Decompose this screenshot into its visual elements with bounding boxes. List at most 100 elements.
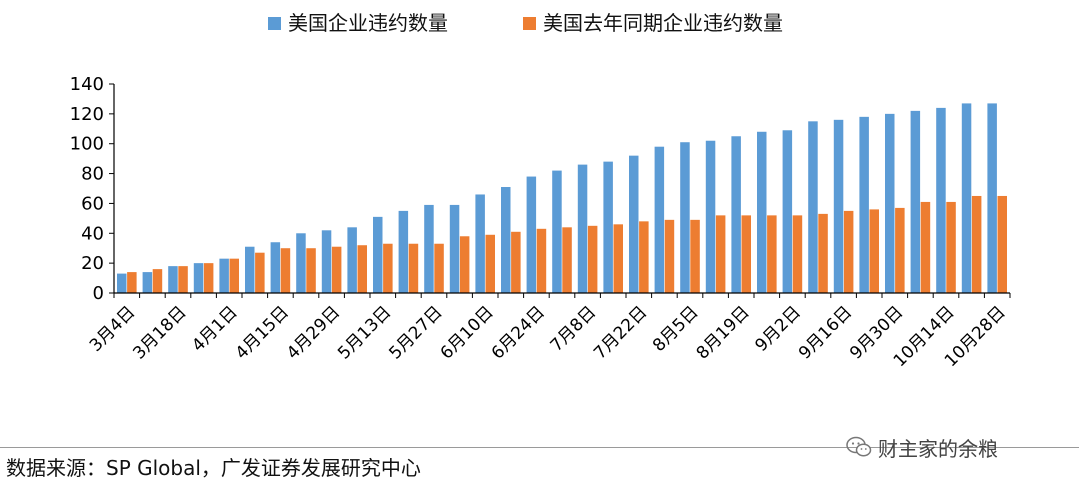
bar-last-year-29 (843, 210, 854, 293)
bar-current-26 (757, 131, 767, 293)
bar-current-17 (526, 176, 537, 293)
bar-last-year-14 (459, 236, 470, 293)
wechat-icon (846, 436, 872, 457)
bar-current-8 (296, 233, 306, 293)
x-tick-label: 6月24日 (488, 302, 549, 363)
bar-current-25 (731, 136, 741, 293)
bar-current-14 (449, 204, 460, 293)
bar-last-year-25 (741, 215, 751, 293)
legend-label-2: 美国去年同期企业违约数量 (543, 11, 783, 35)
watermark-text: 财主家的余粮 (878, 436, 998, 461)
bar-current-29 (833, 119, 844, 293)
y-tick-label: 100 (70, 134, 104, 155)
bar-current-33 (936, 107, 946, 293)
bar-current-2 (142, 272, 153, 293)
bar-current-21 (629, 155, 639, 293)
bar-current-20 (603, 161, 613, 293)
x-axis: 3月4日3月18日4月1日4月15日4月29日5月13日5月27日6月10日6月… (86, 292, 1011, 371)
bar-last-year-32 (920, 201, 931, 293)
legend-swatch-2 (523, 17, 536, 30)
x-tick-label: 3月18日 (129, 302, 190, 363)
bar-last-year-9 (331, 246, 342, 293)
bar-last-year-8 (306, 248, 316, 293)
x-tick-label: 5月27日 (385, 302, 446, 363)
x-tick-label: 5月13日 (334, 302, 395, 363)
bar-last-year-21 (639, 221, 649, 293)
bar-current-31 (885, 113, 895, 293)
bar-current-32 (910, 110, 921, 293)
bar-current-10 (347, 227, 357, 293)
bar-last-year-26 (767, 215, 777, 293)
bar-last-year-18 (562, 227, 572, 293)
bar-last-year-12 (408, 243, 419, 293)
bar-chart: 美国企业违约数量 美国去年同期企业违约数量 020406080100120140 … (70, 11, 1011, 371)
bar-last-year-34 (971, 195, 982, 293)
bar-last-year-28 (818, 213, 828, 293)
bar-current-19 (577, 164, 588, 293)
bar-last-year-10 (357, 245, 367, 293)
bar-last-year-5 (229, 258, 239, 293)
bar-last-year-13 (434, 243, 444, 293)
bar-current-27 (782, 130, 793, 293)
bar-last-year-2 (152, 269, 163, 293)
footer-divider (0, 447, 1079, 448)
bar-last-year-19 (587, 225, 598, 293)
bar-current-13 (424, 204, 434, 293)
y-tick-label: 40 (81, 223, 104, 244)
bar-current-9 (321, 230, 332, 293)
bar-current-15 (475, 194, 485, 293)
bar-current-30 (859, 116, 869, 293)
x-tick-label: 4月15日 (232, 302, 293, 363)
bar-current-5 (219, 258, 229, 293)
bar-last-year-20 (613, 224, 623, 293)
bar-current-24 (705, 140, 716, 293)
bar-current-6 (245, 246, 255, 293)
source-note: 数据来源：SP Global，广发证券发展研究中心 (6, 456, 421, 480)
bar-current-35 (987, 103, 997, 294)
watermark: 财主家的余粮 (846, 433, 998, 461)
bar-last-year-24 (715, 215, 726, 293)
bar-last-year-22 (664, 219, 675, 293)
bars (117, 103, 1007, 294)
bar-current-18 (552, 170, 562, 293)
legend: 美国企业违约数量 美国去年同期企业违约数量 (268, 11, 783, 35)
y-axis: 0 20 40 60 80 100 120 140 (70, 74, 115, 304)
bar-last-year-35 (997, 195, 1007, 293)
bar-last-year-16 (511, 231, 521, 293)
y-tick-label: 120 (70, 104, 104, 125)
y-tick-label: 20 (81, 253, 104, 274)
bar-current-22 (654, 146, 665, 293)
x-tick-label: 4月29日 (283, 302, 344, 363)
bar-last-year-33 (946, 201, 956, 293)
bar-last-year-27 (792, 215, 803, 293)
bar-last-year-6 (255, 252, 265, 293)
bar-last-year-7 (280, 248, 291, 293)
x-tick-label: 7月22日 (590, 302, 651, 363)
bar-current-12 (398, 210, 409, 293)
bar-current-1 (117, 273, 127, 293)
bar-last-year-30 (869, 209, 879, 293)
bar-last-year-11 (383, 243, 393, 293)
bar-current-3 (168, 266, 178, 293)
y-tick-label: 60 (81, 193, 104, 214)
bar-last-year-23 (690, 219, 700, 293)
bar-last-year-31 (895, 207, 905, 293)
y-tick-label: 80 (81, 164, 104, 185)
bar-last-year-3 (178, 266, 188, 293)
bar-current-7 (270, 242, 281, 293)
bar-last-year-4 (203, 263, 214, 293)
bar-current-16 (501, 187, 511, 293)
bar-last-year-15 (485, 234, 495, 293)
bar-current-23 (680, 142, 690, 293)
x-tick-label: 6月10日 (437, 302, 498, 363)
bar-last-year-1 (127, 272, 137, 293)
y-tick-label: 140 (70, 74, 104, 95)
x-tick-label: 8月19日 (693, 302, 754, 363)
bar-current-4 (193, 263, 204, 293)
bar-last-year-17 (536, 228, 547, 293)
legend-label-1: 美国企业违约数量 (288, 11, 448, 35)
bar-current-34 (961, 103, 972, 294)
legend-swatch-1 (268, 17, 281, 30)
x-tick-label: 9月16日 (795, 302, 856, 363)
bar-current-28 (808, 121, 818, 293)
